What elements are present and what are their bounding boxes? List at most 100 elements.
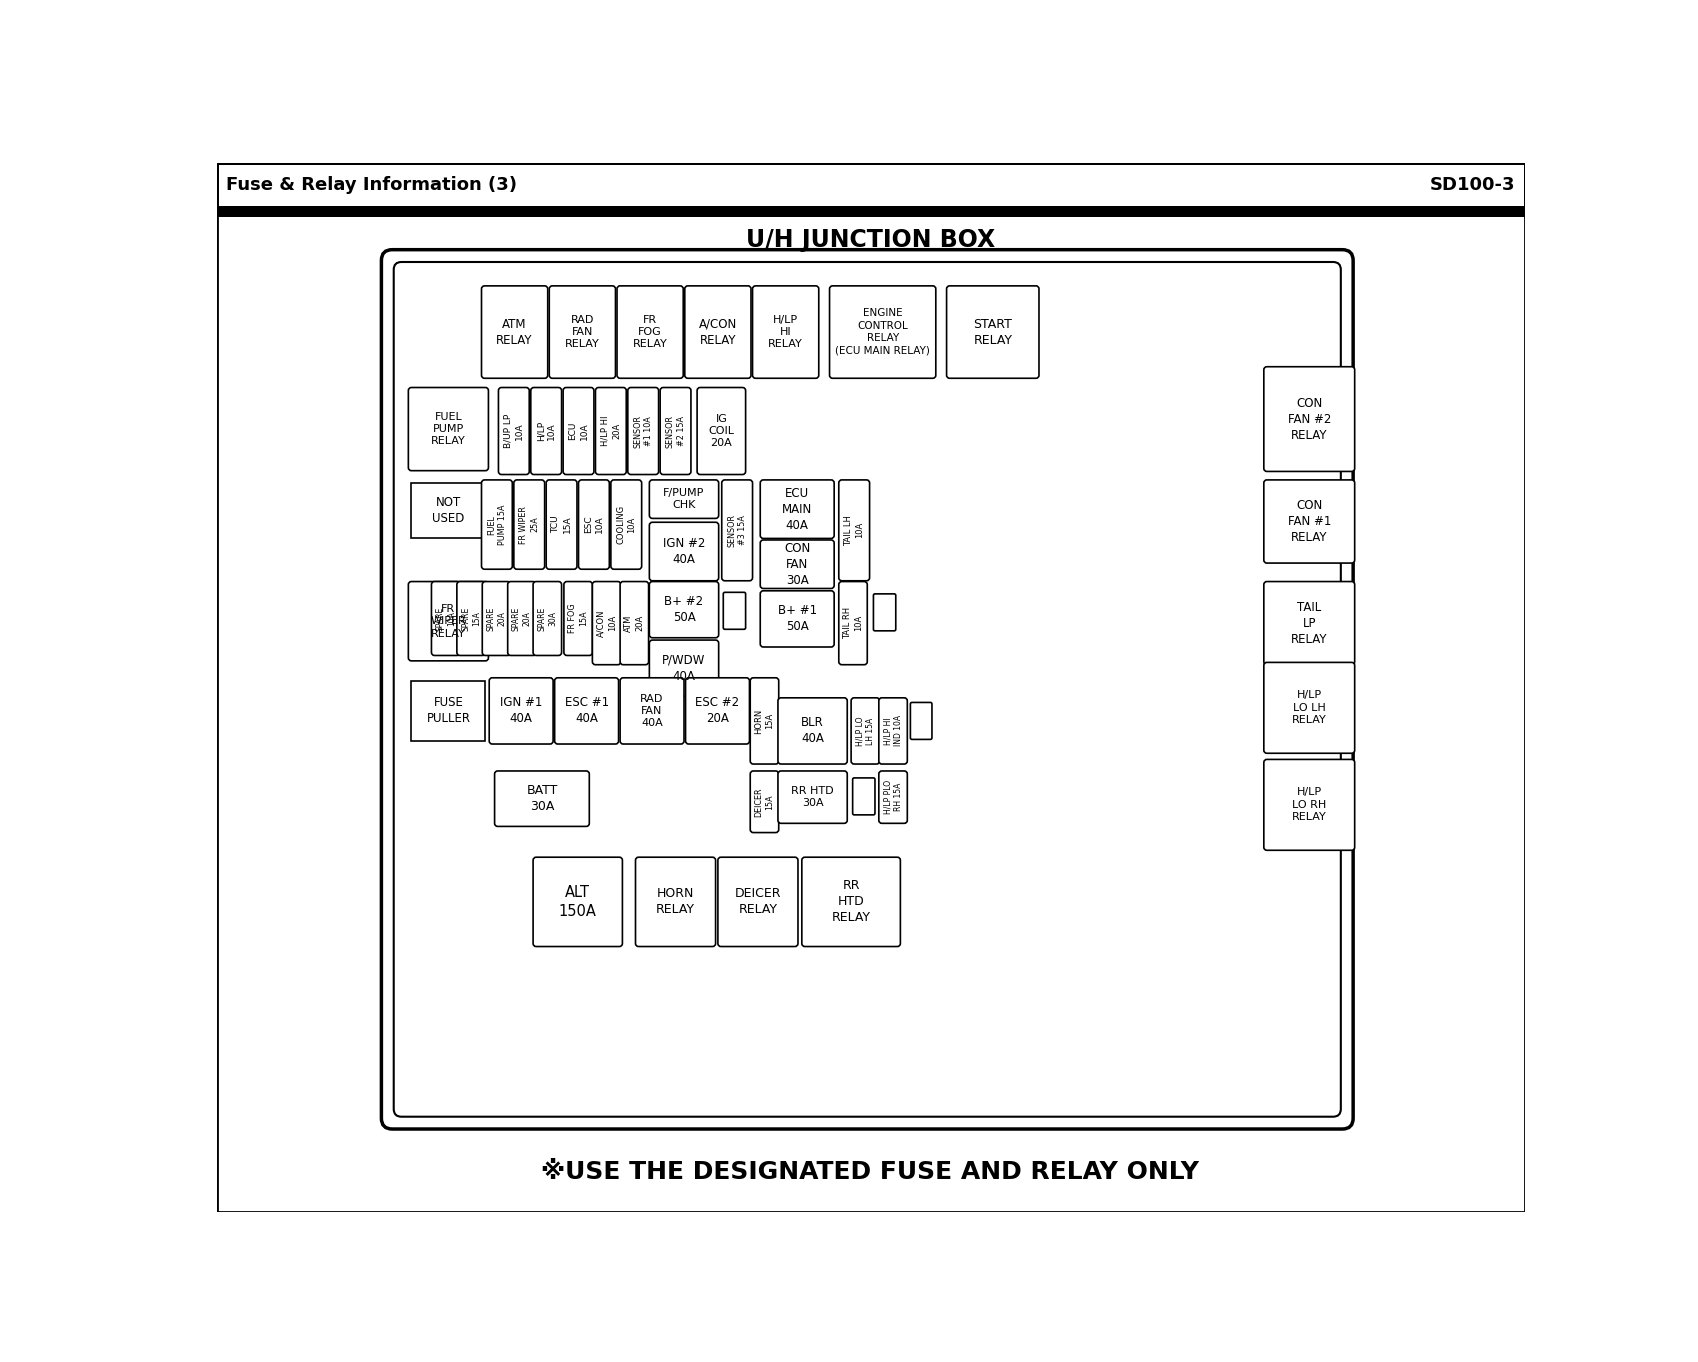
Text: FUSE
PULLER: FUSE PULLER: [426, 696, 470, 726]
Text: ATM
RELAY: ATM RELAY: [496, 317, 533, 346]
FancyBboxPatch shape: [839, 479, 869, 580]
Text: TAIL LH
10A: TAIL LH 10A: [844, 515, 864, 546]
FancyBboxPatch shape: [910, 703, 932, 740]
Text: P/WDW
40A: P/WDW 40A: [662, 654, 705, 682]
FancyBboxPatch shape: [482, 582, 511, 655]
Text: ESC #2
20A: ESC #2 20A: [694, 696, 739, 726]
Text: FR FOG
15A: FR FOG 15A: [567, 603, 588, 633]
FancyBboxPatch shape: [489, 678, 554, 744]
FancyBboxPatch shape: [1263, 662, 1353, 753]
Text: H/LP HI
20A: H/LP HI 20A: [601, 415, 620, 447]
FancyBboxPatch shape: [380, 249, 1352, 1129]
FancyBboxPatch shape: [548, 286, 615, 379]
FancyBboxPatch shape: [684, 286, 751, 379]
Text: SENSOR
#2 15A: SENSOR #2 15A: [666, 414, 686, 448]
Text: A/CON
10A: A/CON 10A: [596, 609, 616, 637]
FancyBboxPatch shape: [564, 582, 593, 655]
Text: H/LP
HI
RELAY: H/LP HI RELAY: [767, 315, 803, 350]
Bar: [217, 163, 1523, 207]
Text: B/UP LP
10A: B/UP LP 10A: [504, 414, 523, 448]
Text: HORN
RELAY: HORN RELAY: [655, 888, 694, 917]
FancyBboxPatch shape: [778, 771, 847, 824]
Text: START
RELAY: START RELAY: [973, 317, 1012, 346]
FancyBboxPatch shape: [686, 678, 749, 744]
Text: BATT
30A: BATT 30A: [526, 785, 557, 813]
FancyBboxPatch shape: [649, 479, 718, 519]
FancyBboxPatch shape: [661, 388, 691, 474]
FancyBboxPatch shape: [751, 678, 778, 764]
Text: SPARE
30A: SPARE 30A: [537, 606, 557, 631]
FancyBboxPatch shape: [752, 286, 818, 379]
FancyBboxPatch shape: [554, 678, 618, 744]
Text: CON
FAN #2
RELAY: CON FAN #2 RELAY: [1287, 396, 1330, 441]
FancyBboxPatch shape: [533, 857, 621, 947]
Text: H/LP PLO
RH 15A: H/LP PLO RH 15A: [883, 780, 903, 814]
Text: Fuse & Relay Information (3): Fuse & Relay Information (3): [226, 176, 516, 193]
Text: FR
WIPER
RELAY: FR WIPER RELAY: [430, 603, 465, 639]
Text: SENSOR
#1 10A: SENSOR #1 10A: [633, 414, 652, 448]
Text: SPARE
20A: SPARE 20A: [486, 606, 506, 631]
FancyBboxPatch shape: [878, 771, 907, 824]
Text: IG
COIL
20A: IG COIL 20A: [708, 414, 734, 448]
FancyBboxPatch shape: [851, 697, 880, 764]
FancyBboxPatch shape: [718, 857, 798, 947]
Text: RAD
FAN
40A: RAD FAN 40A: [640, 693, 664, 729]
Text: H/LP
LO RH
RELAY: H/LP LO RH RELAY: [1290, 787, 1326, 823]
FancyBboxPatch shape: [852, 778, 874, 814]
Text: SPARE
15A: SPARE 15A: [460, 606, 481, 631]
Text: ECU
MAIN
40A: ECU MAIN 40A: [781, 486, 812, 531]
FancyBboxPatch shape: [873, 594, 895, 631]
Text: BLR
40A: BLR 40A: [801, 716, 824, 745]
FancyBboxPatch shape: [1263, 366, 1353, 471]
FancyBboxPatch shape: [616, 286, 683, 379]
Text: DEICER
RELAY: DEICER RELAY: [734, 888, 781, 917]
Text: ESC #1
40A: ESC #1 40A: [564, 696, 608, 726]
FancyBboxPatch shape: [649, 522, 718, 580]
Text: SENSOR
#3 15A: SENSOR #3 15A: [727, 513, 747, 548]
Text: RAD
FAN
RELAY: RAD FAN RELAY: [565, 315, 599, 350]
FancyBboxPatch shape: [494, 771, 589, 827]
FancyBboxPatch shape: [751, 771, 778, 832]
FancyBboxPatch shape: [1263, 760, 1353, 850]
Text: U/H JUNCTION BOX: U/H JUNCTION BOX: [745, 229, 995, 252]
FancyBboxPatch shape: [530, 388, 562, 474]
Text: FUEL
PUMP
RELAY: FUEL PUMP RELAY: [431, 411, 465, 447]
FancyBboxPatch shape: [593, 582, 620, 665]
FancyBboxPatch shape: [481, 286, 547, 379]
Text: DEICER
15A: DEICER 15A: [754, 787, 774, 817]
Text: HORN
15A: HORN 15A: [754, 708, 774, 734]
Text: TAIL RH
10A: TAIL RH 10A: [842, 607, 863, 639]
Text: TCU
15A: TCU 15A: [552, 516, 571, 534]
Text: F/PUMP
CHK: F/PUMP CHK: [662, 488, 705, 511]
FancyBboxPatch shape: [498, 388, 530, 474]
FancyBboxPatch shape: [759, 539, 834, 588]
Bar: [411, 681, 486, 741]
FancyBboxPatch shape: [408, 388, 487, 471]
FancyBboxPatch shape: [946, 286, 1039, 379]
FancyBboxPatch shape: [533, 582, 562, 655]
Text: IGN #1
40A: IGN #1 40A: [499, 696, 542, 726]
FancyBboxPatch shape: [431, 582, 460, 655]
Text: ESC
10A: ESC 10A: [584, 516, 603, 534]
FancyBboxPatch shape: [408, 582, 487, 661]
Text: A/CON
RELAY: A/CON RELAY: [698, 317, 737, 346]
Text: RR
HTD
RELAY: RR HTD RELAY: [830, 880, 869, 925]
Text: FR WIPER
25A: FR WIPER 25A: [520, 505, 538, 543]
FancyBboxPatch shape: [829, 286, 936, 379]
Text: ECU
10A: ECU 10A: [569, 422, 588, 440]
FancyBboxPatch shape: [562, 388, 594, 474]
FancyBboxPatch shape: [696, 388, 745, 474]
FancyBboxPatch shape: [1263, 582, 1353, 665]
FancyBboxPatch shape: [635, 857, 715, 947]
FancyBboxPatch shape: [722, 479, 752, 580]
Text: ALT
150A: ALT 150A: [559, 885, 596, 919]
FancyBboxPatch shape: [759, 591, 834, 647]
FancyBboxPatch shape: [620, 582, 649, 665]
FancyBboxPatch shape: [628, 388, 659, 474]
FancyBboxPatch shape: [508, 582, 537, 655]
Text: SD100-3: SD100-3: [1430, 176, 1515, 193]
Text: B+ #1
50A: B+ #1 50A: [778, 605, 817, 633]
FancyBboxPatch shape: [513, 479, 545, 569]
Text: H/LP
LO LH
RELAY: H/LP LO LH RELAY: [1290, 691, 1326, 725]
FancyBboxPatch shape: [878, 697, 907, 764]
